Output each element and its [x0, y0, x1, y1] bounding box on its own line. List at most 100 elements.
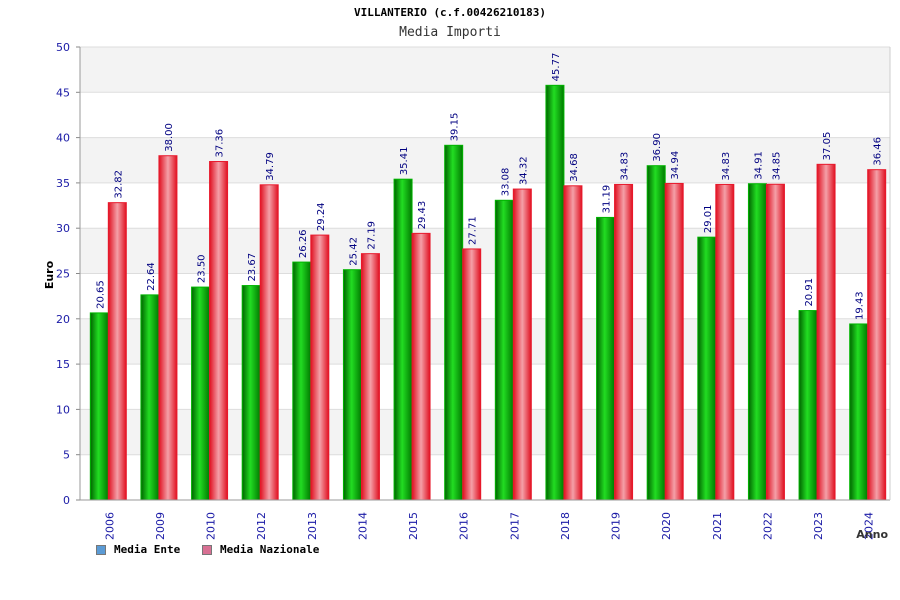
bar-media-ente	[444, 144, 464, 501]
bar-media-ente	[191, 286, 211, 501]
data-label-media-nazionale: 34.32	[518, 156, 529, 185]
bar-media-ente	[241, 285, 261, 501]
data-label-media-nazionale: 36.46	[873, 137, 884, 166]
bar-media-ente	[89, 312, 109, 501]
data-label-media-ente: 26.26	[298, 229, 309, 258]
x-tick-label: 2014	[356, 512, 369, 540]
data-label-media-nazionale: 37.36	[215, 129, 226, 158]
bar-media-nazionale	[107, 202, 127, 501]
x-tick-label: 2023	[812, 512, 825, 540]
y-tick-label: 30	[56, 222, 70, 235]
data-label-media-ente: 22.64	[146, 262, 157, 291]
legend-swatch-media-ente	[96, 544, 106, 555]
bar-media-nazionale	[867, 169, 887, 501]
data-label-media-nazionale: 34.68	[569, 153, 580, 182]
bar-media-nazionale	[209, 161, 229, 501]
bar-media-nazionale	[715, 183, 735, 501]
data-label-media-nazionale: 34.79	[265, 152, 276, 181]
data-label-media-nazionale: 37.05	[822, 132, 833, 161]
bar-media-ente	[342, 269, 362, 501]
x-tick-label: 2013	[306, 512, 319, 540]
chart-title: VILLANTERIO (c.f.00426210183)	[353, 6, 547, 19]
bar-media-nazionale	[411, 232, 431, 501]
bar-media-nazionale	[158, 155, 178, 501]
bar-media-ente	[494, 199, 514, 501]
bar-media-nazionale	[816, 163, 836, 501]
legend-swatch-media-nazionale	[202, 544, 212, 555]
data-label-media-ente: 34.91	[753, 151, 764, 180]
chart-subtitle: Media Importi	[399, 25, 501, 40]
x-tick-label: 2017	[508, 512, 521, 540]
data-label-media-nazionale: 34.94	[670, 151, 681, 180]
x-axis-label: Anno	[856, 528, 888, 541]
data-label-media-nazionale: 32.82	[113, 170, 124, 199]
bar-media-ente	[393, 178, 413, 501]
x-tick-label: 2012	[255, 512, 268, 540]
bar-media-ente	[747, 183, 767, 501]
data-label-media-ente: 31.19	[602, 185, 613, 214]
y-tick-label: 15	[56, 358, 70, 371]
bar-media-ente	[849, 323, 869, 501]
y-tick-label: 40	[56, 132, 70, 145]
x-tick-label: 2021	[711, 512, 724, 540]
bar-media-nazionale	[512, 188, 532, 501]
y-tick-label: 5	[63, 449, 70, 462]
axes: 0 5 10 15 20 25 30 35 40 45 50 2006 2009 2010 2012 2013…	[56, 41, 891, 540]
data-label-media-ente: 29.01	[703, 205, 714, 234]
x-tick-label: 2010	[205, 512, 218, 540]
y-tick-label: 35	[56, 177, 70, 190]
bar-media-ente	[646, 165, 666, 501]
data-label-media-ente: 35.41	[399, 147, 410, 176]
bar-media-ente	[697, 236, 717, 501]
data-label-media-nazionale: 29.43	[417, 201, 428, 230]
bar-media-nazionale	[614, 183, 634, 501]
y-tick-label: 10	[56, 403, 70, 416]
legend-label-media-nazionale: Media Nazionale	[220, 543, 320, 556]
data-label-media-nazionale: 34.83	[721, 152, 732, 181]
data-label-media-ente: 36.90	[652, 133, 663, 162]
bar-media-nazionale	[259, 184, 279, 501]
data-label-media-ente: 25.42	[348, 237, 359, 266]
data-label-media-ente: 23.67	[247, 253, 258, 282]
legend-label-media-ente: Media Ente	[114, 543, 181, 556]
y-tick-label: 25	[56, 268, 70, 281]
bar-media-nazionale	[462, 248, 482, 501]
bar-media-nazionale	[310, 234, 330, 501]
legend-item-media-nazionale: Media Nazionale	[202, 543, 319, 556]
data-label-media-nazionale: 34.83	[620, 152, 631, 181]
x-tick-label: 2016	[458, 512, 471, 540]
x-tick-label: 2018	[559, 512, 572, 540]
bar-media-nazionale	[360, 253, 380, 501]
plot-band	[80, 92, 890, 138]
data-label-media-ente: 20.91	[804, 278, 815, 307]
y-tick-label: 45	[56, 86, 70, 99]
data-label-media-ente: 19.43	[855, 291, 866, 320]
x-tick-label: 2020	[660, 512, 673, 540]
plot-band	[80, 137, 890, 183]
y-tick-label: 20	[56, 313, 70, 326]
data-label-media-nazionale: 27.71	[468, 216, 479, 245]
bar-media-ente	[140, 294, 160, 501]
x-tick-label: 2022	[761, 512, 774, 540]
bar-media-ente	[545, 84, 565, 501]
y-tick-label: 0	[63, 494, 70, 507]
data-label-media-ente: 23.50	[197, 254, 208, 283]
bar-media-ente	[798, 310, 818, 501]
x-tick-label: 2006	[103, 512, 116, 540]
legend-item-media-ente: Media Ente	[96, 543, 180, 556]
data-label-media-nazionale: 38.00	[164, 123, 175, 152]
data-label-media-nazionale: 34.85	[771, 152, 782, 181]
data-label-media-nazionale: 29.24	[316, 202, 327, 231]
bar-media-ente	[292, 261, 312, 501]
plot-band	[80, 47, 890, 93]
data-labels: 20.65 32.82 22.64 38.00 23.50 37.36 23.67 34.79…	[95, 53, 883, 320]
x-tick-label: 2009	[154, 512, 167, 540]
bar-media-ente	[596, 216, 616, 501]
bar-media-nazionale	[765, 183, 785, 501]
bar-media-nazionale	[563, 185, 583, 501]
x-tick-label: 2015	[407, 512, 420, 540]
data-label-media-ente: 20.65	[95, 280, 106, 309]
y-tick-label: 50	[56, 41, 70, 54]
y-axis-label: Euro	[43, 260, 56, 289]
